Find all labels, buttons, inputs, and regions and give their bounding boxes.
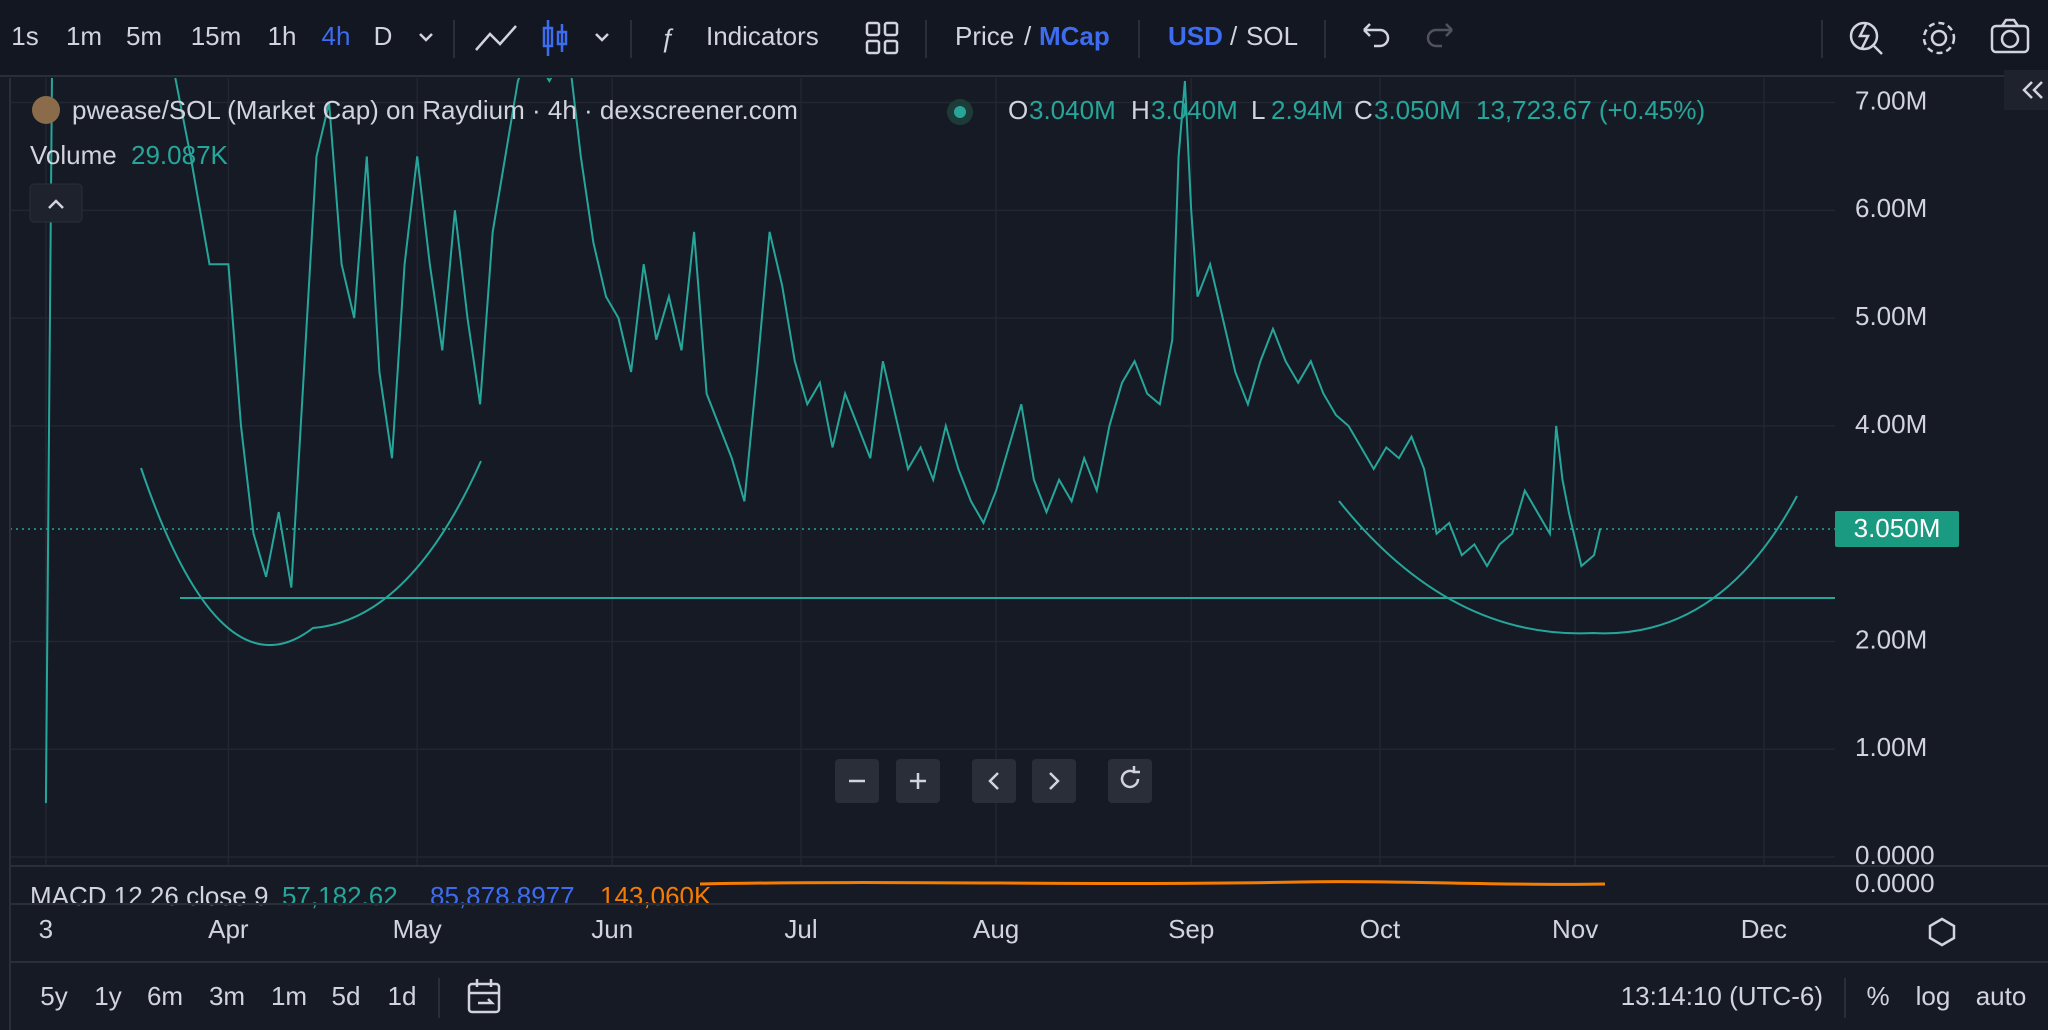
volume-value: 29.087K — [131, 140, 229, 170]
scale-option[interactable]: auto — [1976, 981, 2027, 1011]
high-label: H — [1131, 95, 1150, 125]
y-tick-label: 7.00M — [1855, 85, 1927, 115]
price-label-box — [1835, 511, 1959, 547]
layout-icon[interactable] — [865, 21, 899, 55]
histogram-value: 143,060K — [600, 881, 712, 911]
low-label: L — [1251, 95, 1265, 125]
legend-title: pwease/SOL (Market Cap) on Raydium · 4h … — [72, 95, 798, 125]
x-tick-label: Oct — [1360, 914, 1401, 944]
slash: / — [1230, 21, 1238, 51]
x-tick-label: Sep — [1168, 914, 1214, 944]
candle-icon[interactable] — [542, 20, 568, 56]
macd-value: 57,182.62 — [282, 881, 398, 911]
alert-icon[interactable] — [1849, 21, 1883, 55]
y-tick-label: 6.00M — [1855, 193, 1927, 223]
slash: / — [1024, 21, 1032, 51]
indicators-button[interactable]: Indicators — [706, 21, 819, 51]
high-value: 3.040M — [1151, 95, 1238, 125]
range-button[interactable]: 6m — [147, 981, 183, 1011]
x-tick-label: May — [393, 914, 442, 944]
x-tick-label: Jun — [591, 914, 633, 944]
range-button[interactable]: 1m — [271, 981, 307, 1011]
y-tick-label: 0.0000 — [1855, 840, 1935, 870]
scroll-right[interactable] — [1032, 759, 1076, 803]
x-tick-label: Dec — [1741, 914, 1787, 944]
range-button[interactable]: 1y — [94, 981, 121, 1011]
fx-icon[interactable]: ƒ — [660, 23, 674, 53]
price-line — [44, 78, 1602, 804]
scale-option[interactable]: log — [1916, 981, 1951, 1011]
chart-type-menu[interactable] — [595, 33, 609, 42]
close-label: C — [1354, 95, 1373, 125]
range-button[interactable]: 1d — [388, 981, 417, 1011]
collapse-legend[interactable] — [29, 183, 83, 223]
screenshot-icon[interactable] — [1990, 18, 2030, 54]
change-value: 13,723.67 (+0.45%) — [1476, 95, 1705, 125]
macd-axis-label: 0.0000 — [1855, 868, 1935, 898]
line-chart-icon[interactable] — [475, 25, 517, 51]
x-tick-label: Nov — [1552, 914, 1598, 944]
signal-value: 85,878.8977 — [430, 881, 575, 911]
interval-button[interactable]: 15m — [191, 21, 242, 51]
toolbar — [0, 0, 2048, 76]
x-tick-label: 3 — [39, 914, 53, 944]
interval-button[interactable]: 4h — [322, 21, 351, 51]
x-tick-label: Aug — [973, 914, 1019, 944]
zoom-in[interactable] — [896, 759, 940, 803]
volume-label: Volume — [30, 140, 117, 170]
price-label: 3.050M — [1854, 513, 1941, 543]
range-button[interactable]: 3m — [209, 981, 245, 1011]
interval-button[interactable]: D — [374, 21, 393, 51]
go-to-date[interactable] — [467, 979, 501, 1014]
low-value: 2.94M — [1271, 95, 1343, 125]
rounded-bottom-drawing[interactable] — [1338, 495, 1798, 635]
clock: 13:14:10 (UTC-6) — [1621, 981, 1823, 1011]
interval-menu[interactable] — [419, 33, 433, 42]
range-button[interactable]: 5d — [332, 981, 361, 1011]
usd-toggle[interactable]: USD — [1168, 21, 1223, 51]
open-value: 3.040M — [1029, 95, 1116, 125]
close-value: 3.050M — [1374, 95, 1461, 125]
y-tick-label: 1.00M — [1855, 732, 1927, 762]
scroll-left[interactable] — [972, 759, 1016, 803]
interval-button[interactable]: 1m — [66, 21, 102, 51]
open-label: O — [1008, 95, 1028, 125]
y-tick-label: 5.00M — [1855, 301, 1927, 331]
mcap-toggle[interactable]: MCap — [1039, 21, 1110, 51]
y-tick-label: 2.00M — [1855, 624, 1927, 654]
axis-settings[interactable] — [1928, 917, 1956, 947]
range-button[interactable]: 5y — [40, 981, 67, 1011]
x-tick-label: Apr — [208, 914, 249, 944]
reset-chart[interactable] — [1108, 759, 1152, 803]
collapse-panel[interactable] — [2004, 70, 2048, 110]
sol-toggle[interactable]: SOL — [1246, 21, 1298, 51]
undo[interactable] — [1363, 23, 1390, 48]
redo[interactable] — [1426, 23, 1453, 48]
token-icon — [32, 96, 60, 124]
macd-line — [699, 880, 1606, 886]
macd-label: MACD 12 26 close 9 — [30, 881, 268, 911]
rounded-bottom-drawing[interactable] — [140, 460, 482, 646]
x-tick-label: Jul — [784, 914, 817, 944]
y-tick-label: 4.00M — [1855, 409, 1927, 439]
settings-icon[interactable] — [1922, 21, 1956, 55]
status-dot — [954, 106, 966, 118]
interval-button[interactable]: 1s — [11, 21, 38, 51]
zoom-out[interactable] — [835, 759, 879, 803]
scale-option[interactable]: % — [1866, 981, 1889, 1011]
price-toggle[interactable]: Price — [955, 21, 1014, 51]
interval-button[interactable]: 5m — [126, 21, 162, 51]
interval-button[interactable]: 1h — [268, 21, 297, 51]
